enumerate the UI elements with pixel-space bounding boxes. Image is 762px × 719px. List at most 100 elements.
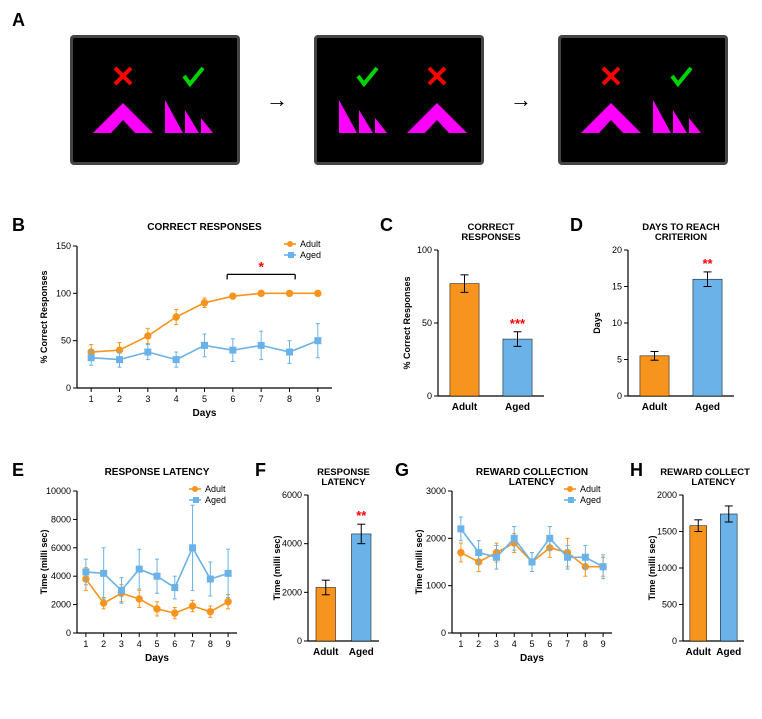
marker <box>207 609 213 615</box>
y-tick-label: 3000 <box>426 486 446 496</box>
marker <box>458 526 464 532</box>
x-tick-label: 6 <box>172 639 177 649</box>
x-tick-label: 8 <box>208 639 213 649</box>
legend-label: Aged <box>205 495 226 505</box>
bar <box>693 279 722 396</box>
chart-title: CRITERION <box>655 232 707 243</box>
y-tick-label: 6000 <box>282 490 302 500</box>
marker <box>582 554 588 560</box>
y-tick-label: 15 <box>612 282 622 292</box>
figure: A →→ B CORRECT RESPONSES0501001501234567… <box>10 10 752 709</box>
legend-label: Aged <box>580 495 601 505</box>
x-tick-label: 8 <box>583 639 588 649</box>
sig-label: ** <box>356 508 367 523</box>
y-tick-label: 5 <box>617 355 622 365</box>
marker <box>458 549 464 555</box>
y-tick-label: 0 <box>66 628 71 638</box>
bar <box>450 284 479 396</box>
x-label: Days <box>520 653 544 664</box>
chart-e: RESPONSE LATENCY020004000600080001000012… <box>35 465 245 665</box>
bar-chart: DAYS TO REACHCRITERION05101520DaysAdultA… <box>590 220 740 420</box>
panel-label-d: D <box>570 215 583 236</box>
x-tick-label: 4 <box>137 639 142 649</box>
chevron-shape <box>581 103 641 133</box>
y-tick-label: 0 <box>441 628 446 638</box>
bar-chart: REWARD COLLECTIONLATENCY0500100015002000… <box>645 465 750 665</box>
legend-label: Adult <box>300 239 321 249</box>
bar-label: Adult <box>642 402 668 413</box>
chart-c: CORRECTRESPONSES050100% Correct Response… <box>400 220 550 420</box>
legend-label: Adult <box>580 484 601 494</box>
panel-label-b: B <box>12 215 25 236</box>
y-tick-label: 1500 <box>657 527 677 537</box>
y-tick-label: 6000 <box>51 543 71 553</box>
x-tick-label: 5 <box>202 394 207 404</box>
x-tick-label: 3 <box>145 394 150 404</box>
x-label: Days <box>193 408 217 419</box>
bar-label: Aged <box>716 647 741 658</box>
marker <box>118 587 124 593</box>
y-tick-label: 2000 <box>51 600 71 610</box>
bar-label: Aged <box>695 402 720 413</box>
marker <box>286 290 292 296</box>
y-label: % Correct Responses <box>402 276 412 369</box>
marker <box>172 610 178 616</box>
check-icon <box>184 68 203 84</box>
stairs-shape <box>165 100 213 133</box>
y-tick-label: 0 <box>672 636 677 646</box>
chart-title: RESPONSES <box>461 232 520 243</box>
bar-chart: RESPONSELATENCY0200040006000Time (milli … <box>270 465 385 665</box>
trial-svg <box>73 38 243 168</box>
y-tick-label: 8000 <box>51 514 71 524</box>
marker <box>100 600 106 606</box>
chart-d: DAYS TO REACHCRITERION05101520DaysAdultA… <box>590 220 740 420</box>
x-tick-label: 7 <box>259 394 264 404</box>
marker <box>136 596 142 602</box>
marker <box>547 535 553 541</box>
chevron-shape <box>407 103 467 133</box>
y-tick-label: 0 <box>427 391 432 401</box>
y-label: Time (milli sec) <box>414 530 424 595</box>
legend-label: Aged <box>300 250 321 260</box>
y-tick-label: 150 <box>56 241 71 251</box>
marker <box>287 349 293 355</box>
arrow-icon: → <box>252 87 302 113</box>
y-tick-label: 100 <box>417 245 432 255</box>
chevron-shape <box>93 103 153 133</box>
marker <box>190 545 196 551</box>
y-tick-label: 2000 <box>426 533 446 543</box>
bar <box>690 526 707 641</box>
panel-label-g: G <box>395 460 409 481</box>
line-chart: REWARD COLLECTIONLATENCY0100020003000123… <box>410 465 620 665</box>
x-label: Days <box>145 653 169 664</box>
chart-h: REWARD COLLECTIONLATENCY0500100015002000… <box>645 465 750 665</box>
x-tick-label: 3 <box>494 639 499 649</box>
panel-label-e: E <box>12 460 24 481</box>
arrow-icon: → <box>496 87 546 113</box>
chart-b: CORRECT RESPONSES050100150123456789Days%… <box>35 220 340 420</box>
trial-box <box>558 35 728 165</box>
marker <box>315 290 321 296</box>
marker <box>207 576 213 582</box>
x-tick-label: 9 <box>226 639 231 649</box>
marker <box>476 550 482 556</box>
x-tick-label: 5 <box>529 639 534 649</box>
marker <box>145 333 151 339</box>
y-label: Time (milli sec) <box>39 530 49 595</box>
x-tick-label: 1 <box>83 639 88 649</box>
x-tick-label: 2 <box>476 639 481 649</box>
x-tick-label: 5 <box>154 639 159 649</box>
chart-f: RESPONSELATENCY0200040006000Time (milli … <box>270 465 385 665</box>
marker <box>136 566 142 572</box>
marker <box>225 570 231 576</box>
y-tick-label: 10 <box>612 318 622 328</box>
line-chart: CORRECT RESPONSES050100150123456789Days%… <box>35 220 340 420</box>
bar <box>640 356 669 396</box>
marker <box>202 342 208 348</box>
y-tick-label: 4000 <box>51 571 71 581</box>
marker <box>154 573 160 579</box>
legend-label: Adult <box>205 484 226 494</box>
x-tick-label: 6 <box>230 394 235 404</box>
y-tick-label: 0 <box>297 636 302 646</box>
y-tick-label: 20 <box>612 245 622 255</box>
